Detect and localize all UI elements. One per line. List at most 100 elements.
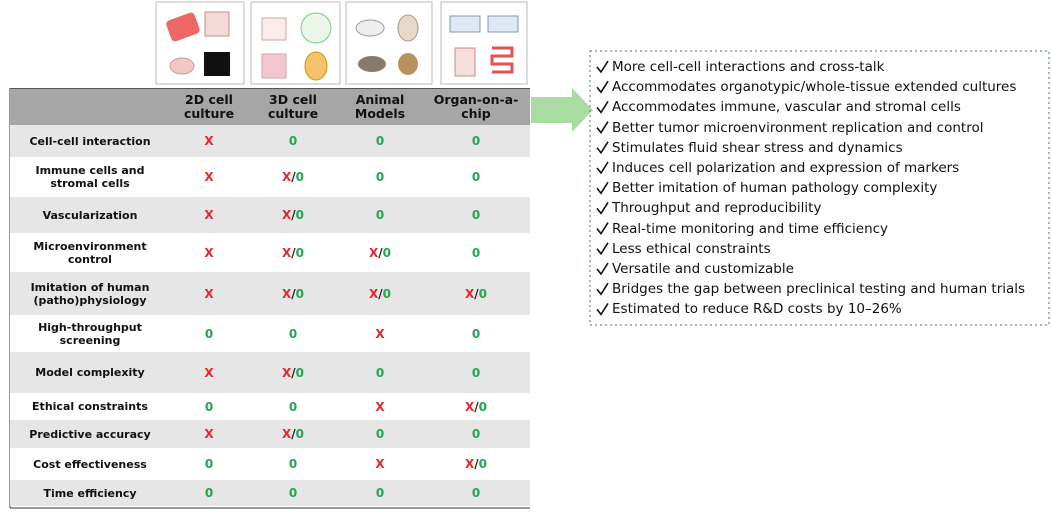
header-cell [10, 88, 170, 125]
cell: 0 [170, 480, 248, 506]
symbol: X [204, 365, 214, 380]
row-label: Vascularization [42, 208, 138, 222]
cell: X/0 [248, 420, 338, 448]
cell: X [170, 272, 248, 315]
advantage-item: Bridges the gap between preclinical test… [612, 281, 1026, 298]
check-icon [596, 161, 609, 175]
row-label: Ethical constraints [32, 400, 148, 413]
cell: X [170, 233, 248, 272]
symbol: 0 [295, 170, 304, 184]
cell: X/0 [338, 272, 422, 315]
cell: 0 [248, 125, 338, 157]
symbol: X [464, 399, 475, 414]
symbol: / [291, 286, 296, 301]
symbol: 0 [471, 486, 481, 500]
row-bg [10, 233, 530, 272]
row-label: Cost effectiveness [33, 457, 147, 471]
symbol: 0 [478, 457, 487, 471]
symbol: / [378, 245, 383, 260]
cell: X/0 [422, 272, 530, 315]
symbol: X [281, 365, 292, 380]
check-icon [596, 121, 609, 134]
symbol: 0 [295, 245, 304, 260]
symbol: / [291, 208, 296, 222]
row-bg [10, 393, 530, 420]
symbol: 0 [478, 399, 487, 414]
icon-animal [345, 1, 433, 85]
header-bg [10, 88, 530, 125]
symbol: 0 [375, 427, 385, 441]
symbol: 0 [204, 486, 214, 500]
symbol: X [464, 457, 475, 471]
icon-2d [155, 1, 245, 85]
row-label: High-throughput screening [38, 320, 142, 347]
row-label: Time efficiency [43, 486, 137, 500]
check-icon [596, 302, 609, 316]
symbol: 0 [375, 486, 385, 500]
symbol: X [375, 326, 385, 341]
cell: 0 [170, 393, 248, 420]
cell: X [338, 448, 422, 480]
symbol: 0 [471, 134, 481, 148]
check-icon [596, 262, 609, 276]
advantage-item: Real-time monitoring and time efficiency [612, 220, 889, 237]
symbol: 0 [295, 427, 304, 441]
symbol: X [281, 286, 292, 301]
symbol: 0 [288, 399, 298, 414]
row-bg [10, 197, 530, 233]
row-bg [10, 315, 530, 352]
cell: X/0 [248, 233, 338, 272]
symbol: X [204, 427, 214, 441]
symbol: X [375, 457, 385, 471]
symbol: 0 [471, 245, 481, 260]
check-icon [596, 201, 609, 215]
symbol: 0 [478, 286, 487, 301]
cell: 0 [248, 315, 338, 352]
advantages-box [589, 50, 1050, 326]
symbol: X [204, 134, 214, 148]
symbol: 0 [295, 208, 304, 222]
check-icon [596, 141, 609, 155]
cell: X/0 [248, 352, 338, 393]
symbol: 0 [375, 365, 385, 380]
symbol: 0 [382, 286, 391, 301]
symbol: / [474, 399, 479, 414]
arrow [531, 88, 593, 132]
advantage-item: Estimated to reduce R&D costs by 10–26% [612, 301, 902, 318]
row-bg [10, 125, 530, 157]
cell: 0 [338, 480, 422, 506]
symbol: / [291, 365, 296, 380]
cell: 0 [422, 157, 530, 197]
symbol: 0 [204, 457, 214, 471]
row-label: Imitation of human (patho)physiology [30, 280, 150, 307]
row-label: Microenvironment control [33, 239, 147, 266]
advantage-item: Throughput and reproducibility [612, 200, 822, 217]
cell: 0 [248, 393, 338, 420]
cell: 0 [248, 448, 338, 480]
symbol: X [281, 427, 292, 441]
symbol: / [474, 457, 479, 471]
icon-chip [440, 1, 528, 85]
symbol: X [375, 399, 385, 414]
row-bg [10, 272, 530, 315]
cell: X [170, 157, 248, 197]
cell: X [170, 197, 248, 233]
check-icon [596, 242, 609, 256]
symbol: 0 [382, 245, 391, 260]
check-icon [596, 80, 609, 94]
symbol: 0 [204, 399, 214, 414]
cell: 0 [338, 420, 422, 448]
symbol: 0 [295, 286, 304, 301]
symbol: / [291, 245, 296, 260]
cell: X/0 [248, 197, 338, 233]
symbol: / [474, 286, 479, 301]
row-bg [10, 480, 530, 506]
symbol: 0 [288, 486, 298, 500]
symbol: 0 [288, 134, 298, 148]
symbol: X [368, 245, 379, 260]
symbol: 0 [471, 326, 481, 341]
check-icon [596, 282, 609, 296]
symbol: 0 [375, 170, 385, 184]
advantage-item: Versatile and customizable [612, 261, 794, 277]
advantage-item: Less ethical constraints [612, 240, 771, 257]
